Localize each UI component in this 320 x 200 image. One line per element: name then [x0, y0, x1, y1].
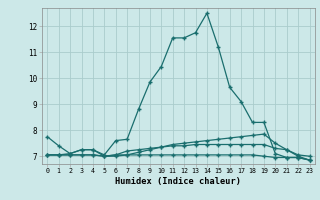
- X-axis label: Humidex (Indice chaleur): Humidex (Indice chaleur): [116, 177, 241, 186]
